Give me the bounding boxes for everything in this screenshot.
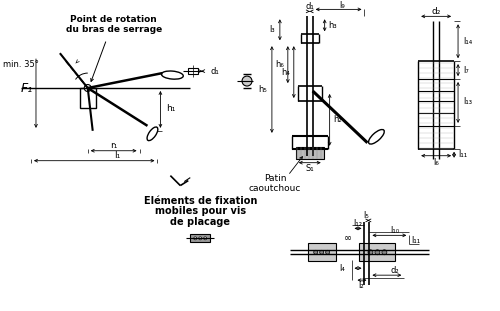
Text: h₆: h₆ bbox=[275, 60, 284, 69]
Text: l₁₄: l₁₄ bbox=[463, 37, 472, 46]
Text: h₄: h₄ bbox=[281, 67, 290, 77]
Text: l₄: l₄ bbox=[340, 264, 345, 273]
Text: h₂: h₂ bbox=[334, 115, 342, 124]
Circle shape bbox=[375, 250, 380, 255]
Text: S₁: S₁ bbox=[306, 164, 314, 173]
Bar bbox=[360, 243, 396, 261]
Circle shape bbox=[368, 250, 373, 255]
Text: l₂: l₂ bbox=[358, 281, 364, 290]
Text: d₂: d₂ bbox=[432, 7, 441, 16]
Bar bbox=[296, 147, 324, 159]
Text: h₅: h₅ bbox=[258, 85, 267, 94]
Text: l₃: l₃ bbox=[270, 25, 275, 34]
Circle shape bbox=[194, 237, 196, 240]
Text: h₁: h₁ bbox=[166, 104, 176, 114]
Bar bbox=[190, 234, 210, 242]
Circle shape bbox=[84, 85, 91, 91]
Text: F₁: F₁ bbox=[21, 81, 33, 95]
Text: d₁: d₁ bbox=[306, 2, 314, 11]
Text: h₃: h₃ bbox=[328, 21, 338, 30]
Text: ∞: ∞ bbox=[344, 233, 351, 243]
Text: caoutchouc: caoutchouc bbox=[248, 184, 301, 193]
Circle shape bbox=[320, 250, 324, 254]
Text: mobiles pour vis: mobiles pour vis bbox=[154, 207, 246, 216]
Text: l₁: l₁ bbox=[114, 151, 120, 160]
Text: l₆: l₆ bbox=[434, 158, 439, 167]
Text: l₁₀: l₁₀ bbox=[390, 226, 399, 235]
Circle shape bbox=[314, 250, 318, 254]
Text: l₅: l₅ bbox=[364, 211, 370, 220]
Text: l₇: l₇ bbox=[463, 66, 469, 75]
Text: l₉: l₉ bbox=[340, 1, 345, 10]
Circle shape bbox=[204, 237, 206, 240]
Text: l₁₁: l₁₁ bbox=[458, 150, 467, 159]
Circle shape bbox=[326, 250, 330, 254]
Circle shape bbox=[242, 76, 252, 86]
Bar bbox=[308, 243, 336, 261]
Bar bbox=[188, 68, 198, 74]
Bar bbox=[80, 88, 96, 108]
Text: Patin: Patin bbox=[264, 174, 286, 183]
Text: Eléments de fixation: Eléments de fixation bbox=[144, 196, 257, 206]
Text: de placage: de placage bbox=[170, 217, 230, 227]
Text: l₁₂: l₁₂ bbox=[353, 219, 362, 228]
Text: l₁₁: l₁₁ bbox=[412, 236, 420, 245]
Text: d₁: d₁ bbox=[210, 67, 219, 76]
Text: min. 35°: min. 35° bbox=[3, 60, 39, 69]
Text: r₁: r₁ bbox=[110, 141, 118, 150]
Text: d₂: d₂ bbox=[390, 266, 398, 275]
Circle shape bbox=[198, 237, 202, 240]
Text: du bras de serrage: du bras de serrage bbox=[66, 25, 162, 34]
Text: l₁₃: l₁₃ bbox=[463, 97, 472, 106]
Text: Point de rotation: Point de rotation bbox=[70, 15, 157, 24]
Circle shape bbox=[382, 250, 387, 255]
